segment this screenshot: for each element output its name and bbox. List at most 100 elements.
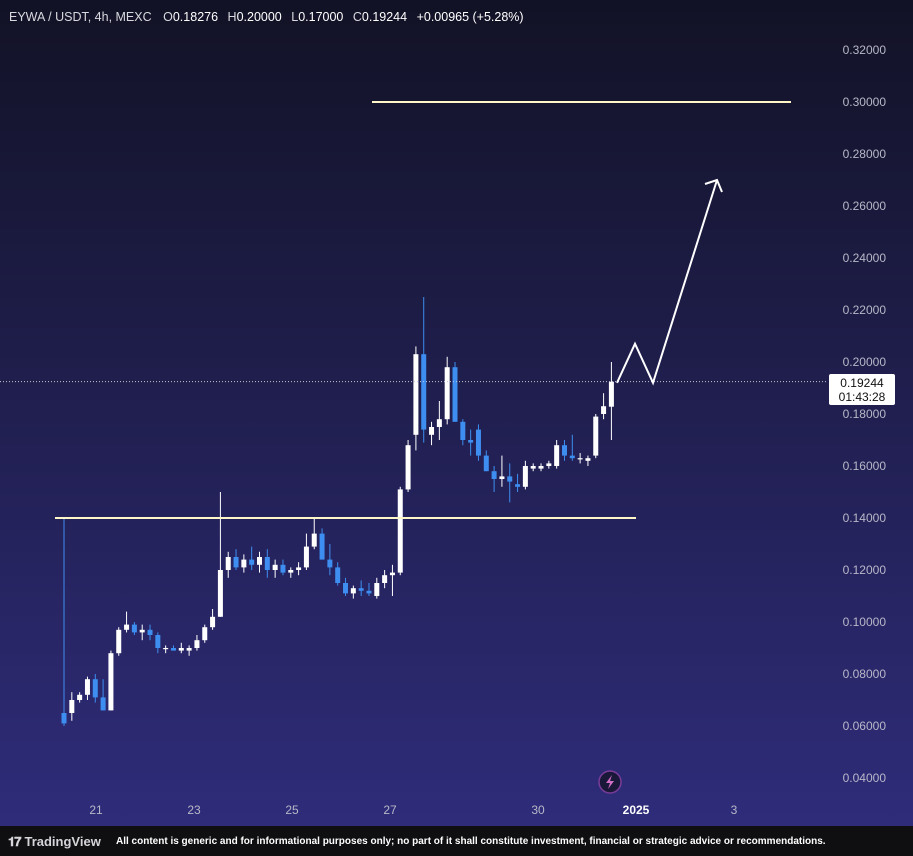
time-tick-label: 25 bbox=[285, 803, 299, 817]
candle bbox=[577, 453, 583, 464]
candle bbox=[194, 635, 200, 651]
candle-body bbox=[358, 588, 364, 591]
price-tick-label: 0.16000 bbox=[843, 459, 887, 473]
candle bbox=[546, 460, 552, 469]
time-axis[interactable]: 21 23 25 27 30 2025 3 bbox=[89, 803, 737, 817]
candle bbox=[131, 622, 137, 635]
candle bbox=[491, 466, 497, 492]
candle bbox=[538, 463, 544, 472]
symbol-title[interactable]: EYWA / USDT, 4h, MEXC bbox=[9, 10, 152, 24]
candle bbox=[530, 463, 536, 472]
candle bbox=[413, 346, 419, 451]
candle bbox=[421, 297, 427, 443]
candle-body bbox=[405, 445, 411, 490]
candle-body bbox=[84, 679, 90, 695]
candle bbox=[69, 692, 75, 721]
candle bbox=[155, 632, 161, 654]
candle-body bbox=[163, 648, 169, 650]
candle-body bbox=[335, 567, 341, 583]
candle bbox=[335, 562, 341, 586]
time-tick-label: 2025 bbox=[623, 803, 650, 817]
candle-body bbox=[460, 421, 466, 440]
low-label: L bbox=[291, 10, 299, 24]
disclaimer-text: All content is generic and for informati… bbox=[116, 836, 826, 847]
price-tick-label: 0.26000 bbox=[843, 199, 887, 213]
price-tick-label: 0.14000 bbox=[843, 511, 887, 525]
chart-canvas[interactable]: 0.32000 0.30000 0.28000 0.26000 0.24000 0.220… bbox=[0, 0, 913, 826]
candle-body bbox=[561, 445, 567, 456]
candle bbox=[444, 356, 450, 425]
bar-countdown: 01:43:28 bbox=[838, 390, 886, 404]
price-tick-label: 0.18000 bbox=[843, 407, 887, 421]
candle bbox=[116, 627, 122, 656]
candle bbox=[460, 419, 466, 446]
candle bbox=[241, 554, 247, 573]
candle-body bbox=[593, 416, 599, 456]
candles-layer bbox=[61, 297, 614, 726]
candle-body bbox=[257, 557, 262, 565]
candle-body bbox=[77, 694, 83, 700]
candle bbox=[522, 460, 528, 490]
candle-body bbox=[468, 440, 474, 443]
price-tick-label: 0.10000 bbox=[843, 615, 887, 629]
candle bbox=[217, 492, 223, 617]
candle bbox=[139, 624, 145, 641]
high-value: 0.20000 bbox=[236, 10, 282, 24]
candle bbox=[593, 414, 599, 459]
candle-body bbox=[530, 466, 536, 469]
price-axis[interactable]: 0.32000 0.30000 0.28000 0.26000 0.24000 0.220… bbox=[843, 43, 887, 785]
candle bbox=[569, 434, 575, 461]
candle-body bbox=[350, 588, 356, 594]
candle-body bbox=[382, 575, 388, 583]
candle-body bbox=[577, 458, 583, 460]
candle-body bbox=[202, 627, 208, 641]
candle-body bbox=[147, 629, 153, 635]
change-value: +0.00965 (+5.28%) bbox=[416, 10, 524, 24]
candle-body bbox=[170, 648, 176, 651]
candle-body bbox=[178, 648, 184, 651]
candle bbox=[452, 362, 458, 422]
candle bbox=[366, 583, 372, 596]
candle-body bbox=[264, 557, 270, 570]
candle-body bbox=[69, 700, 75, 713]
candle bbox=[264, 549, 270, 578]
candle-body bbox=[499, 476, 505, 479]
tradingview-logo[interactable]: 𝟏𝟕 TradingView bbox=[8, 834, 101, 850]
candle-body bbox=[61, 713, 67, 724]
lightning-icon[interactable] bbox=[598, 770, 622, 794]
candle-body bbox=[249, 559, 255, 565]
drawings-layer bbox=[0, 101, 828, 519]
candle-body bbox=[421, 354, 427, 430]
candle-body bbox=[241, 559, 247, 568]
candle bbox=[296, 562, 302, 576]
price-tick-label: 0.12000 bbox=[843, 563, 887, 577]
candle-body bbox=[288, 570, 294, 573]
time-tick-label: 30 bbox=[531, 803, 545, 817]
candle bbox=[77, 692, 83, 703]
candle-body bbox=[554, 445, 560, 466]
price-tick-label: 0.06000 bbox=[843, 719, 887, 733]
candle bbox=[507, 463, 513, 503]
candle-body bbox=[413, 354, 419, 435]
projection-arrow[interactable] bbox=[616, 179, 718, 386]
candle-body bbox=[444, 367, 450, 420]
candle-body bbox=[311, 533, 317, 547]
candle-body bbox=[546, 463, 552, 466]
candle-body bbox=[452, 367, 458, 422]
footer: 𝟏𝟕 TradingView All content is generic and… bbox=[0, 826, 913, 856]
price-tick-label: 0.22000 bbox=[843, 303, 887, 317]
last-price-tag: 0.19244 01:43:28 bbox=[829, 374, 895, 405]
candle bbox=[257, 551, 262, 573]
symbol-legend[interactable]: EYWA / USDT, 4h, MEXC O0.18276 H0.20000 … bbox=[9, 10, 524, 24]
candle-body bbox=[124, 624, 130, 630]
candle bbox=[405, 440, 411, 492]
candle bbox=[343, 577, 349, 596]
candle-body bbox=[217, 570, 223, 617]
candle-body bbox=[538, 466, 544, 469]
candle bbox=[429, 421, 435, 446]
candle-body bbox=[483, 455, 489, 472]
close-label: C bbox=[352, 10, 362, 24]
candle bbox=[108, 650, 114, 711]
candle-body bbox=[225, 557, 231, 570]
price-tick-label: 0.32000 bbox=[843, 43, 887, 57]
